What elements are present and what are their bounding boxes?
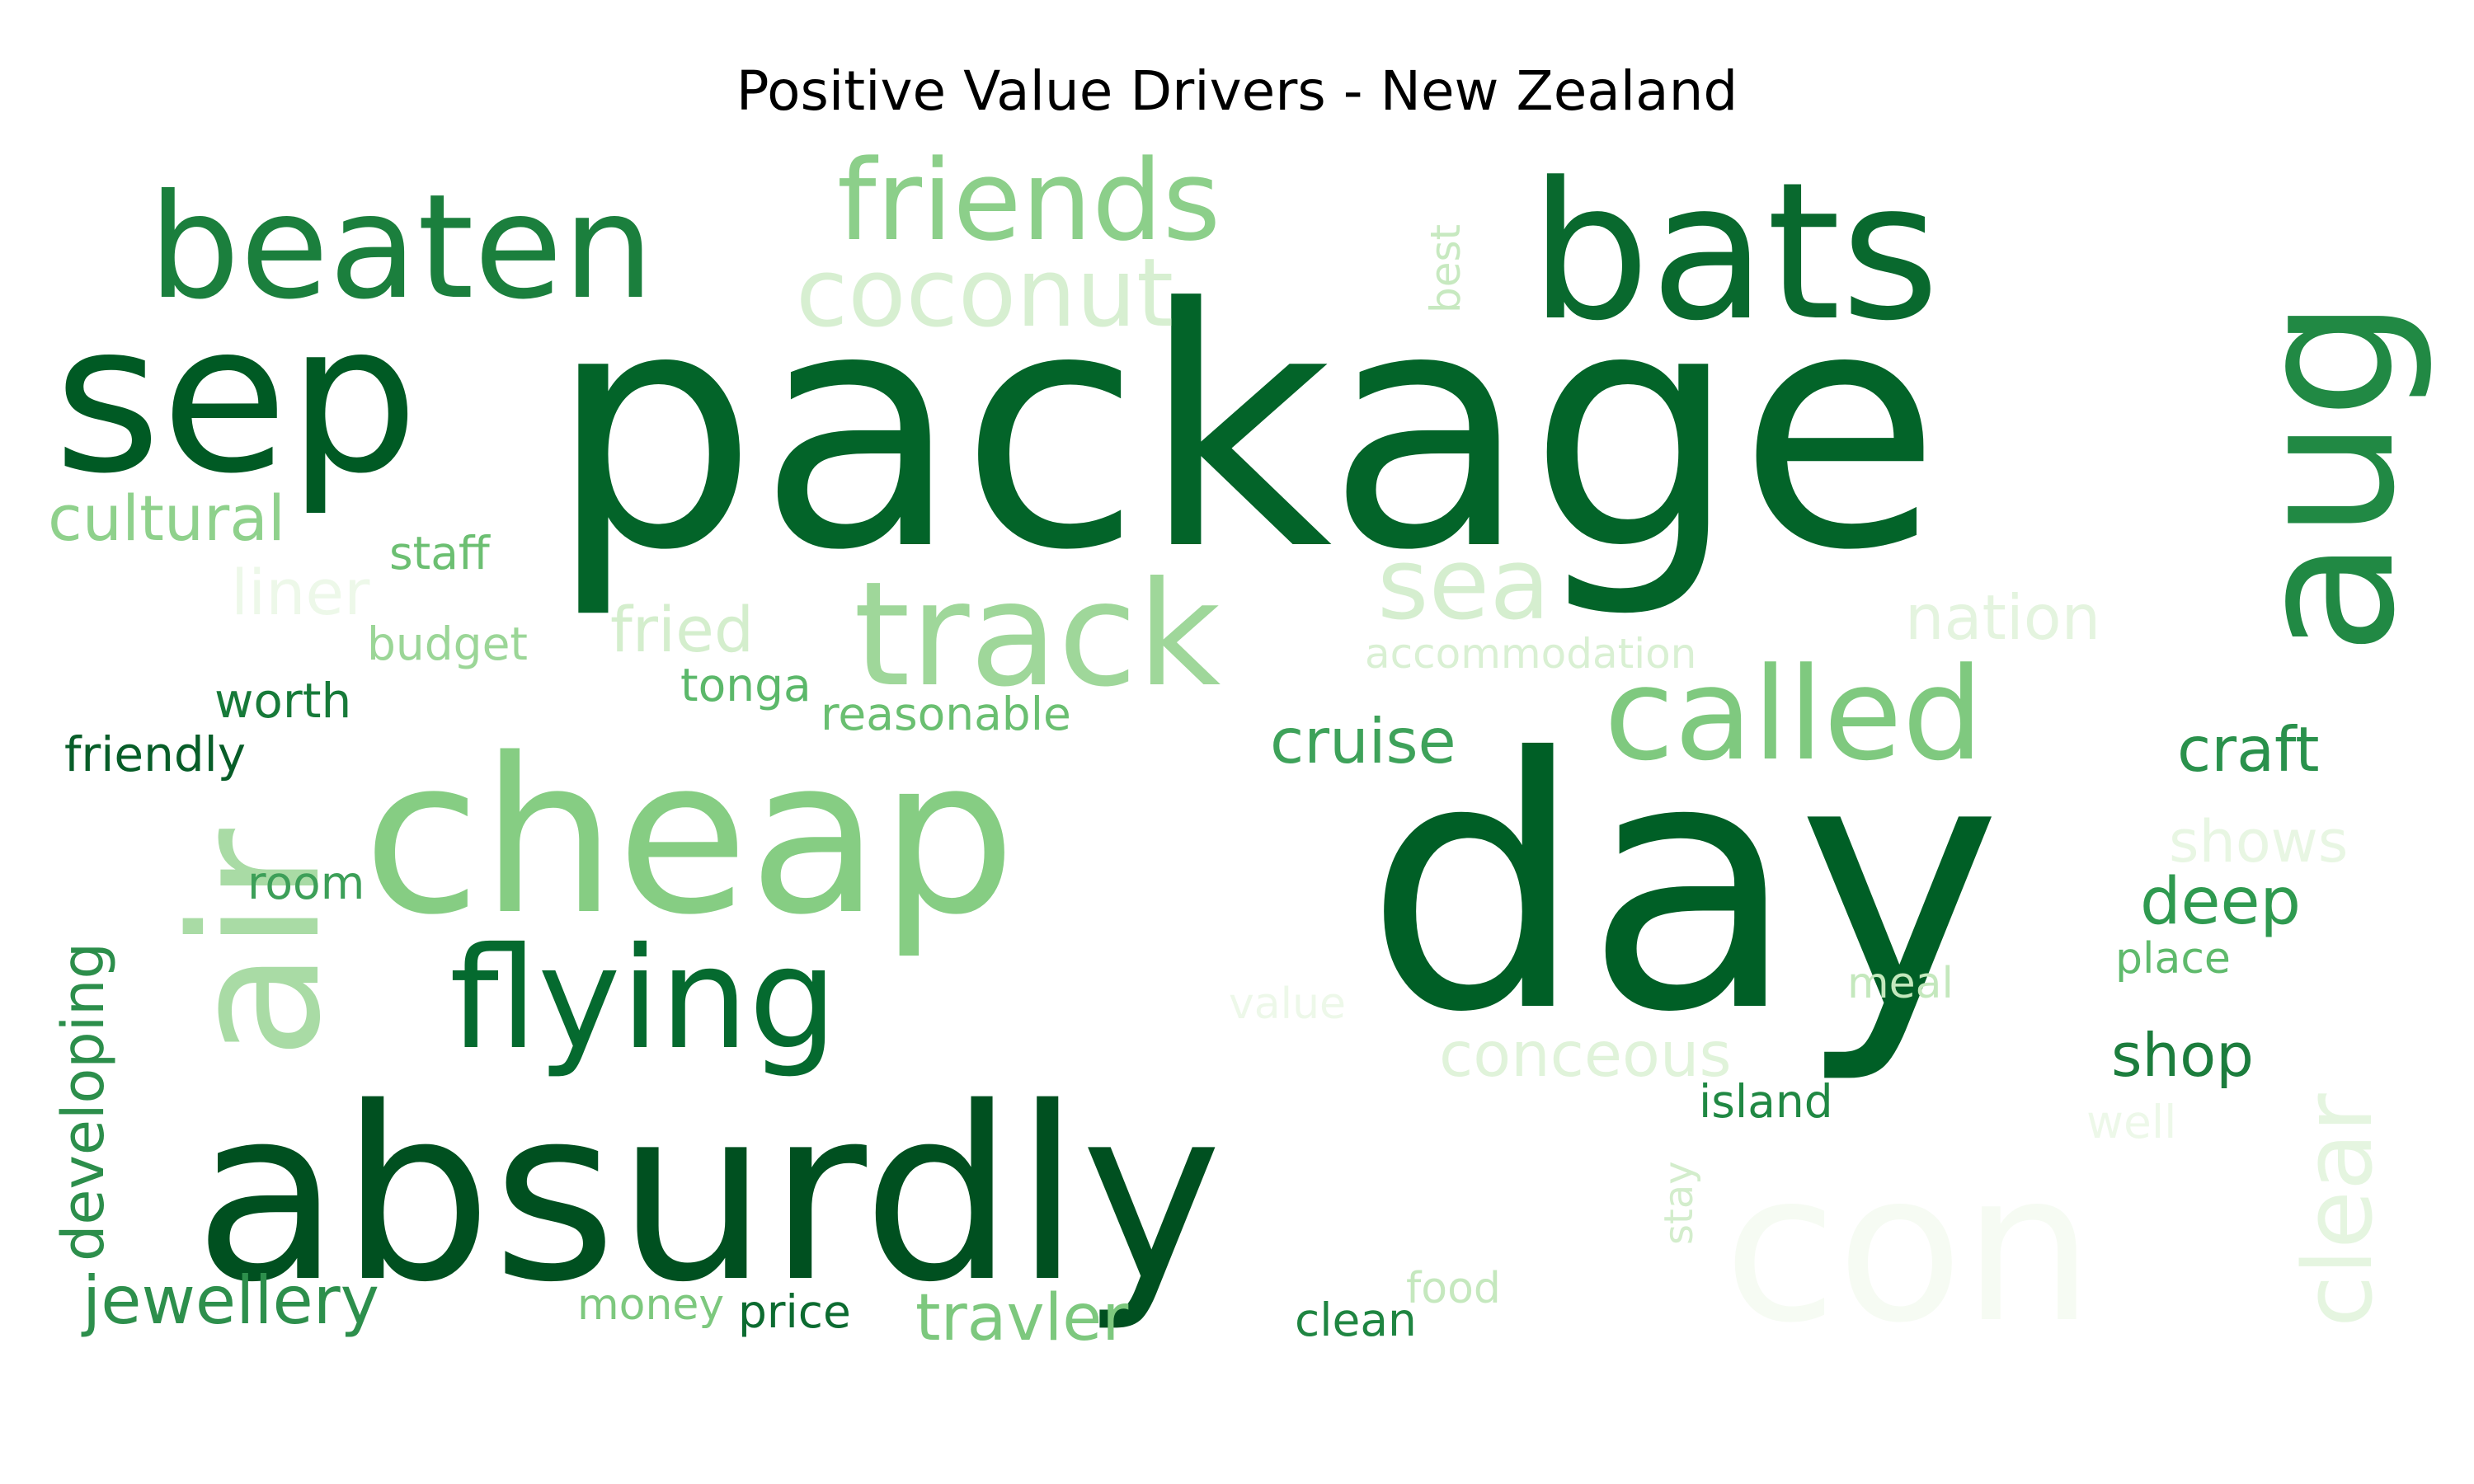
word-fried: fried bbox=[610, 593, 754, 666]
word-worth: worth bbox=[214, 673, 351, 729]
word-package: package bbox=[548, 239, 1941, 622]
word-absurdly: absurdly bbox=[194, 1057, 1222, 1335]
word-budget: budget bbox=[367, 618, 528, 670]
word-cultural: cultural bbox=[48, 481, 285, 555]
word-conceous: conceous bbox=[1439, 1018, 1732, 1091]
word-coconut: coconut bbox=[796, 238, 1174, 349]
word-price: price bbox=[738, 1285, 851, 1338]
word-money: money bbox=[577, 1280, 724, 1330]
word-craft: craft bbox=[2177, 713, 2320, 786]
word-accommodation: accommodation bbox=[1365, 630, 1696, 678]
word-developing: developing bbox=[49, 942, 117, 1261]
word-con: con bbox=[1724, 1128, 2094, 1368]
word-shows: shows bbox=[2169, 808, 2348, 876]
word-shop: shop bbox=[2111, 1021, 2254, 1090]
word-staff: staff bbox=[389, 527, 491, 580]
word-nation: nation bbox=[1905, 581, 2100, 654]
word-value: value bbox=[1229, 979, 1346, 1029]
word-beaten: beaten bbox=[148, 164, 654, 331]
word-sea: sea bbox=[1377, 528, 1550, 642]
word-place: place bbox=[2115, 934, 2231, 984]
word-clear: clear bbox=[2284, 1093, 2394, 1327]
word-best: best bbox=[1422, 224, 1470, 313]
word-liner: liner bbox=[231, 556, 370, 629]
word-day: day bbox=[1365, 685, 2002, 1088]
word-flying: flying bbox=[449, 918, 838, 1081]
word-reasonable: reasonable bbox=[821, 688, 1071, 740]
chart-title: Positive Value Drivers - New Zealand bbox=[736, 59, 1738, 123]
word-cruise: cruise bbox=[1270, 705, 1456, 777]
word-meal: meal bbox=[1847, 959, 1954, 1008]
word-aug: aug bbox=[2217, 298, 2437, 655]
word-room: room bbox=[247, 857, 365, 909]
word-tonga: tonga bbox=[680, 659, 811, 711]
word-well: well bbox=[2086, 1096, 2176, 1148]
word-clean: clean bbox=[1295, 1294, 1417, 1346]
word-island: island bbox=[1699, 1075, 1833, 1128]
word-cheap: cheap bbox=[363, 713, 1016, 962]
word-track: track bbox=[854, 552, 1221, 719]
word-deep: deep bbox=[2140, 865, 2301, 939]
word-food: food bbox=[1406, 1264, 1501, 1313]
word-travler: travler bbox=[915, 1281, 1129, 1355]
word-stay: stay bbox=[1656, 1161, 1702, 1245]
word-called: called bbox=[1604, 640, 1983, 789]
word-friendly: friendly bbox=[64, 726, 246, 782]
word-friends: friends bbox=[837, 136, 1221, 265]
word-air: air bbox=[153, 829, 360, 1059]
word-sep: sep bbox=[54, 279, 419, 519]
word-jewellery: jewellery bbox=[81, 1262, 379, 1339]
word-bats: bats bbox=[1530, 143, 1940, 363]
